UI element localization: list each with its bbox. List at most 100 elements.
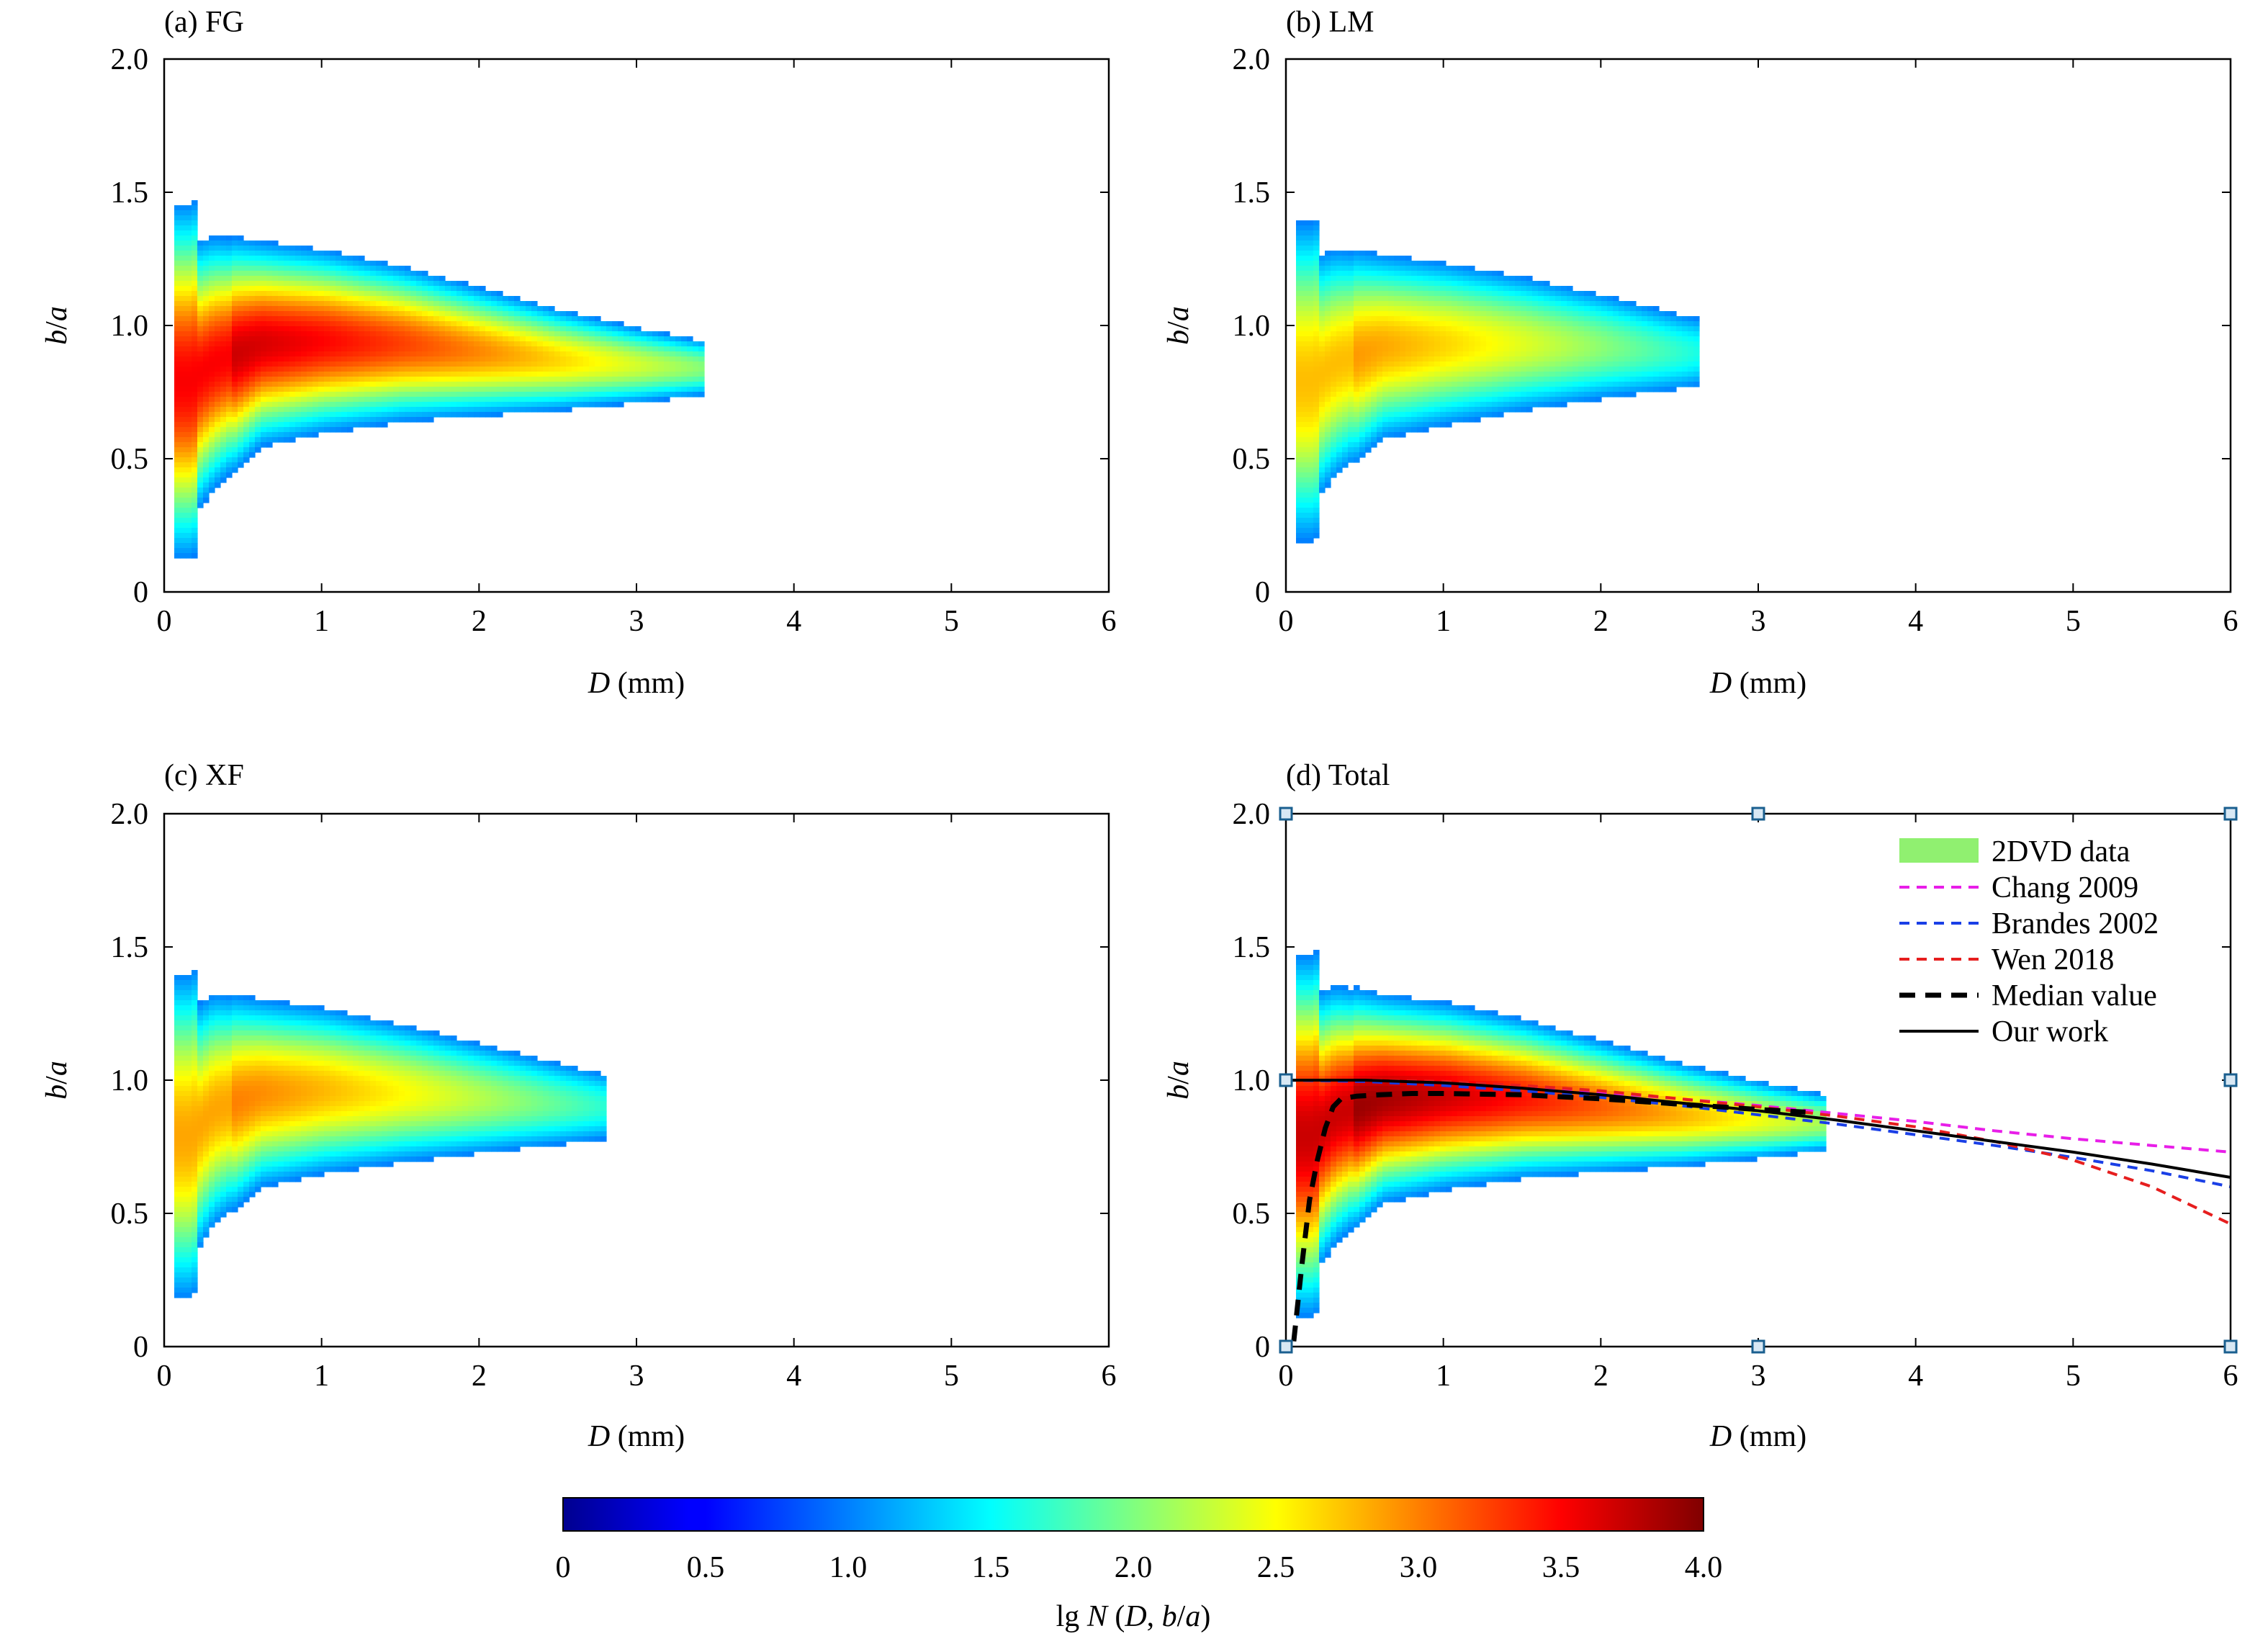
heatmap-cell <box>220 437 227 443</box>
heatmap-cell <box>1308 462 1314 468</box>
heatmap-cell <box>226 457 233 463</box>
heatmap-cell <box>1325 331 1331 337</box>
heatmap-cell <box>1659 326 1665 332</box>
heatmap-cell <box>1526 316 1533 322</box>
heatmap-cell <box>497 321 503 327</box>
heatmap-cell <box>295 266 302 271</box>
heatmap-cell <box>1319 341 1326 347</box>
heatmap-cell <box>220 311 227 317</box>
heatmap-cell <box>1405 372 1412 377</box>
heatmap-cell <box>347 361 354 367</box>
heatmap-cell <box>307 432 313 438</box>
heatmap-cell <box>197 351 204 357</box>
heatmap-cell <box>629 367 636 372</box>
heatmap-cell <box>1313 256 1320 261</box>
heatmap-cell <box>278 356 284 362</box>
heatmap-cell <box>1308 533 1314 539</box>
heatmap-cell <box>226 301 233 307</box>
heatmap-cell <box>1388 271 1395 277</box>
heatmap-cell <box>1434 351 1441 357</box>
heatmap-cell <box>618 346 624 352</box>
heatmap-cell <box>1313 225 1320 231</box>
heatmap-cell <box>1469 402 1475 408</box>
heatmap-cell <box>422 336 428 342</box>
heatmap-cell <box>192 351 198 357</box>
heatmap-cell <box>243 442 250 448</box>
heatmap-cell <box>1561 367 1567 372</box>
heatmap-cell <box>1308 397 1314 403</box>
heatmap-cell <box>595 382 601 387</box>
heatmap-cell <box>1394 276 1400 282</box>
heatmap-cell <box>255 351 261 357</box>
heatmap-cell <box>514 377 521 382</box>
heatmap-cell <box>462 372 469 377</box>
heatmap-cell <box>312 281 319 287</box>
heatmap-cell <box>1549 382 1556 387</box>
heatmap-cell <box>439 346 446 352</box>
heatmap-cell <box>1331 417 1337 423</box>
heatmap-cell <box>284 336 290 342</box>
heatmap-cell <box>399 356 405 362</box>
heatmap-cell <box>1308 452 1314 458</box>
heatmap-cell <box>693 377 699 382</box>
heatmap-cell <box>405 336 411 342</box>
heatmap-cell <box>693 361 699 367</box>
heatmap-cell <box>1342 462 1349 468</box>
heatmap-cell <box>278 251 284 256</box>
heatmap-cell <box>1578 397 1585 403</box>
heatmap-cell <box>1515 356 1521 362</box>
heatmap-cell <box>272 316 279 322</box>
heatmap-cell <box>1607 372 1614 377</box>
heatmap-cell <box>531 367 538 372</box>
heatmap-cell <box>399 311 405 317</box>
heatmap-cell <box>324 367 330 372</box>
heatmap-cell <box>382 422 388 428</box>
heatmap-cell <box>174 210 181 216</box>
heatmap-cell <box>1670 351 1677 357</box>
heatmap-cell <box>1492 321 1498 327</box>
heatmap-cell <box>1302 341 1308 347</box>
heatmap-cell <box>664 341 670 347</box>
heatmap-cell <box>480 397 486 403</box>
heatmap-cell <box>560 372 567 377</box>
heatmap-cell <box>566 387 572 392</box>
heatmap-cell <box>410 326 417 332</box>
heatmap-cell <box>238 306 244 312</box>
heatmap-cell <box>405 296 411 302</box>
heatmap-cell <box>1319 402 1326 408</box>
heatmap-cell <box>1503 402 1510 408</box>
heatmap-cell <box>1653 321 1660 327</box>
heatmap-cell <box>1411 372 1418 377</box>
heatmap-cell <box>1532 286 1539 292</box>
heatmap-cell <box>1457 372 1464 377</box>
heatmap-cell <box>1544 351 1550 357</box>
heatmap-cell <box>416 296 423 302</box>
heatmap-cell <box>485 387 492 392</box>
heatmap-cell <box>491 296 498 302</box>
heatmap-cell <box>289 281 296 287</box>
heatmap-cell <box>1636 361 1642 367</box>
heatmap-cell <box>554 321 561 327</box>
heatmap-cell <box>1463 271 1470 277</box>
heatmap-cell <box>1642 382 1648 387</box>
heatmap-cell <box>1405 417 1412 423</box>
heatmap-cell <box>1486 382 1493 387</box>
heatmap-cell <box>1331 286 1337 292</box>
heatmap-cell <box>647 367 653 372</box>
heatmap-cell <box>243 407 250 413</box>
heatmap-cell <box>635 361 642 367</box>
heatmap-cell <box>1440 346 1446 352</box>
heatmap-cell <box>1388 341 1395 347</box>
heatmap-cell <box>1342 341 1349 347</box>
heatmap-cell <box>307 251 313 256</box>
heatmap-cell <box>1630 321 1637 327</box>
heatmap-cell <box>1405 427 1412 433</box>
heatmap-cell <box>197 447 204 453</box>
heatmap-cell <box>1411 407 1418 413</box>
heatmap-cell <box>658 392 665 397</box>
heatmap-cell <box>410 387 417 392</box>
heatmap-cell <box>1296 528 1302 534</box>
heatmap-cell <box>1492 281 1498 287</box>
heatmap-cell <box>174 407 181 413</box>
heatmap-cell <box>180 538 186 544</box>
